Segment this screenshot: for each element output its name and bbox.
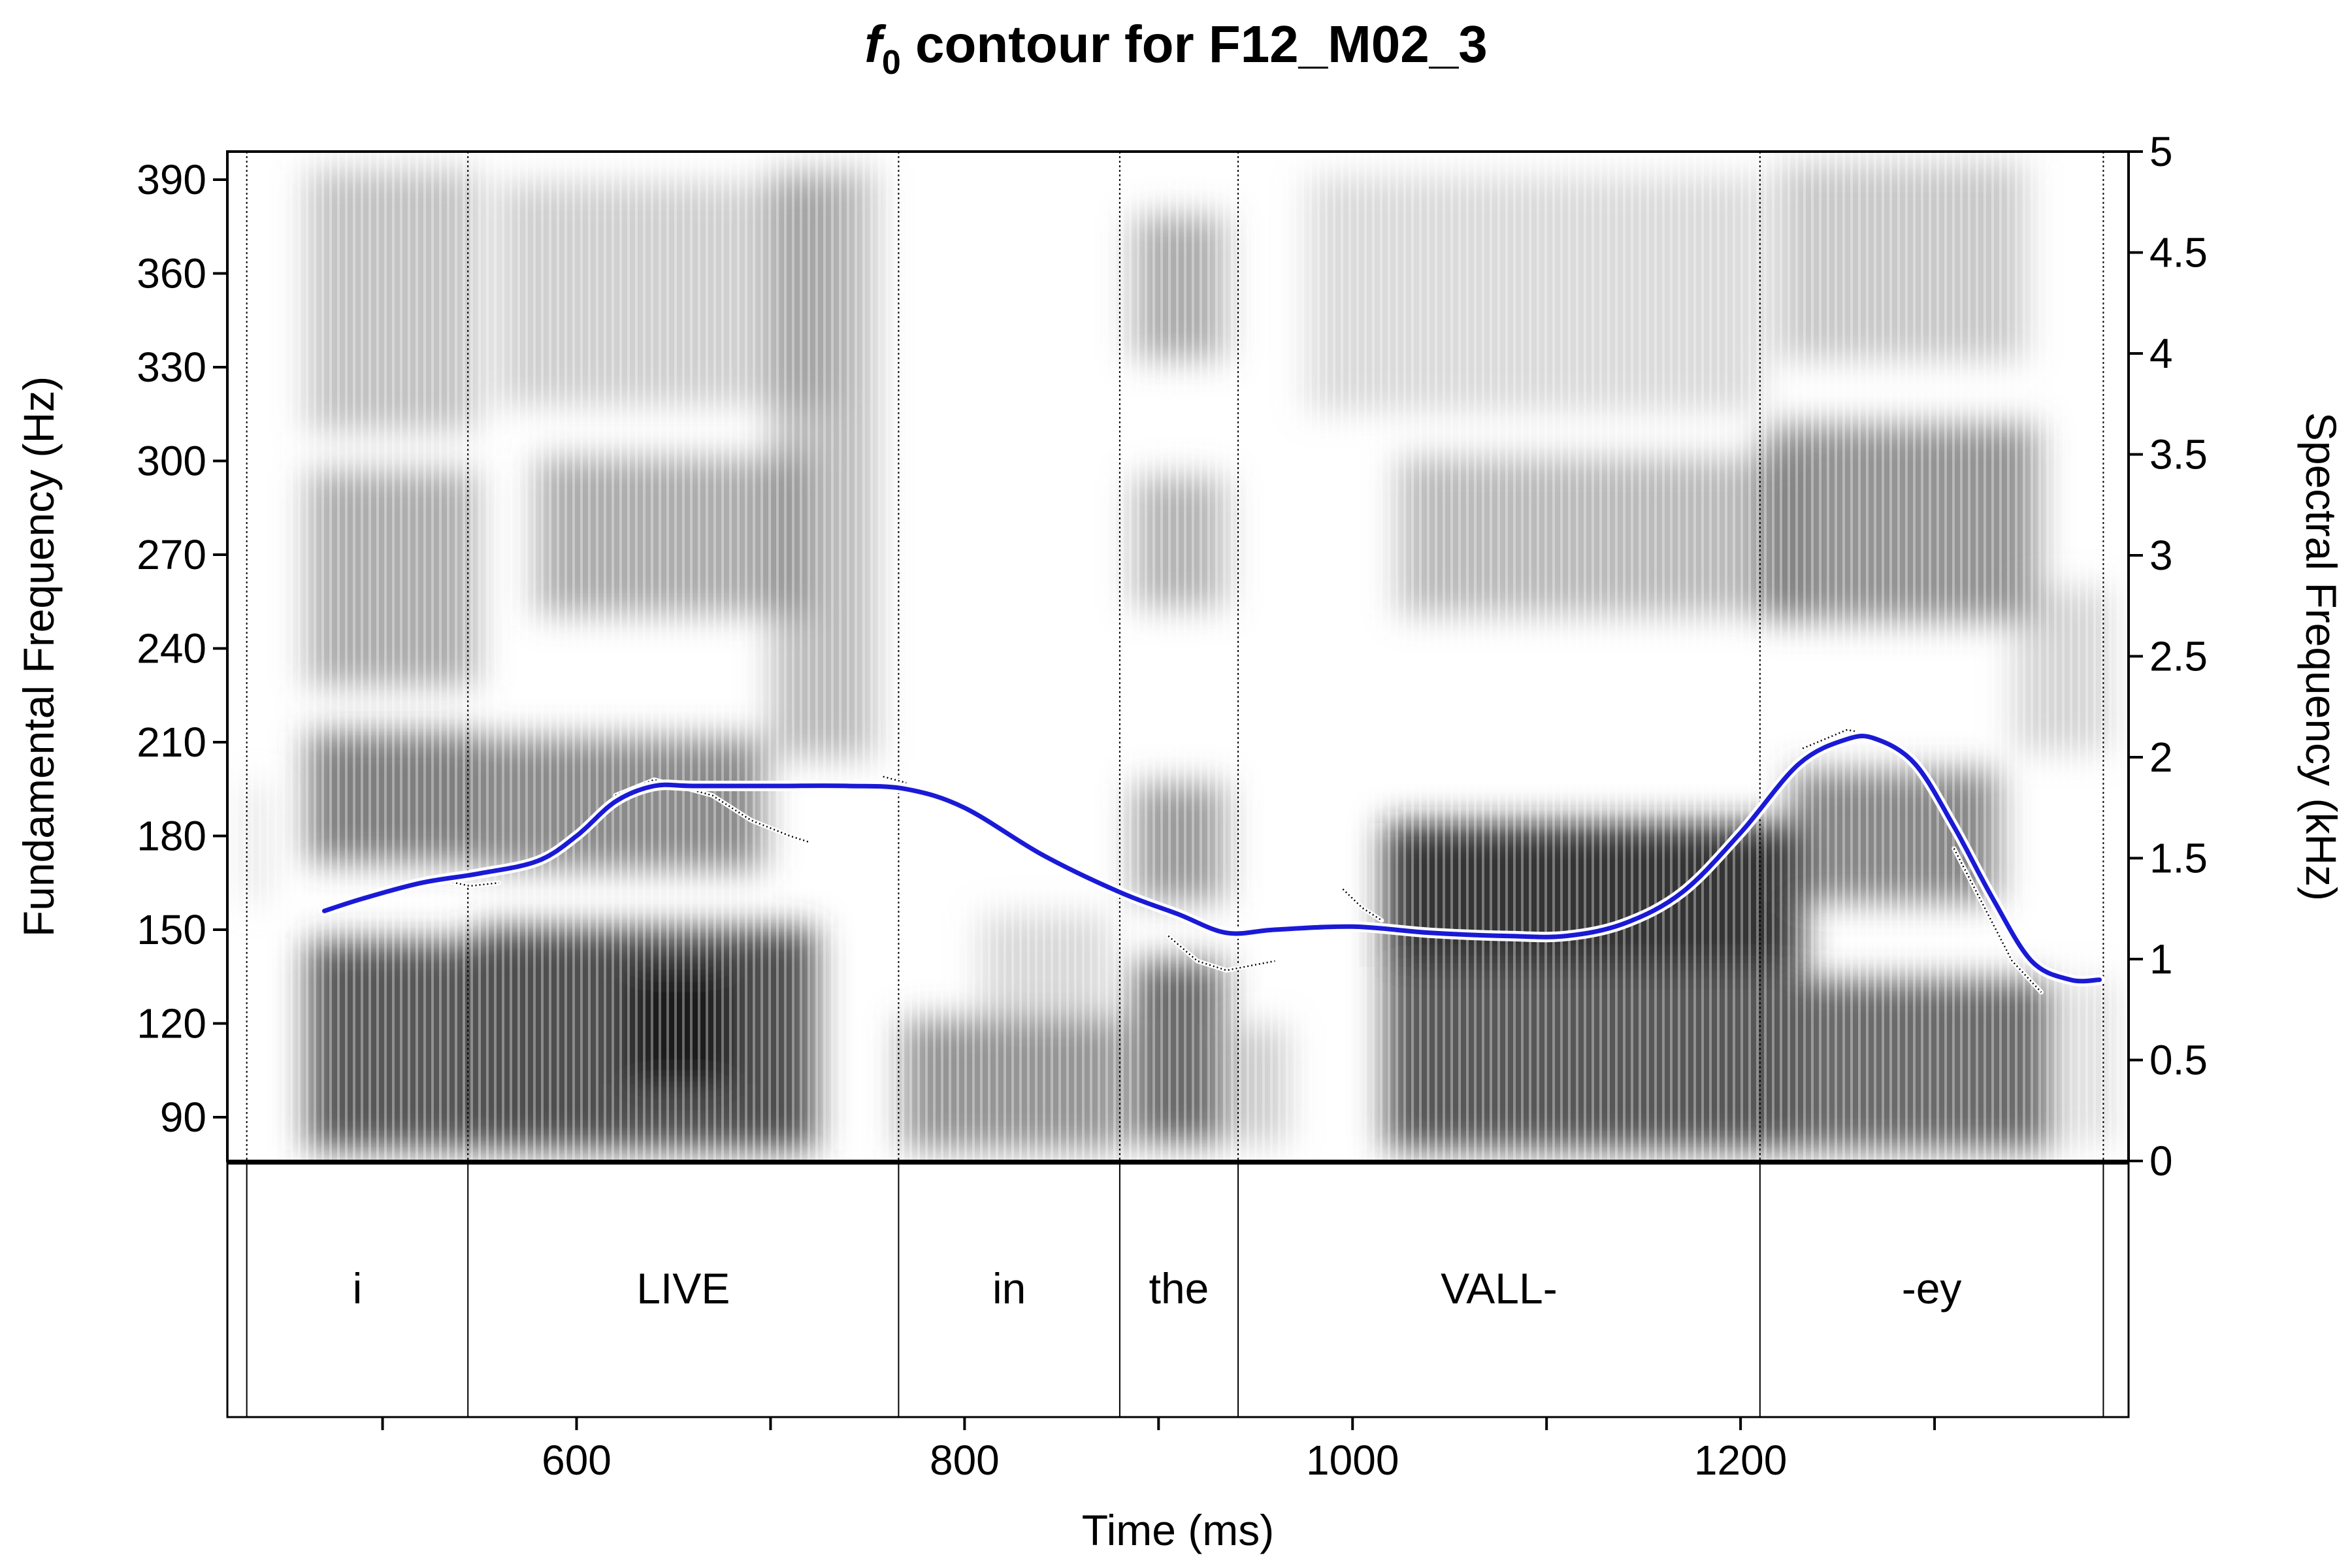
y-right-tick-label: 1 bbox=[2149, 936, 2173, 983]
y-right-tick-label: 0.5 bbox=[2149, 1037, 2208, 1084]
y-right-tick-label: 3.5 bbox=[2149, 431, 2208, 478]
y-left-tick-label: 240 bbox=[137, 625, 206, 672]
x-tick-label: 1000 bbox=[1306, 1437, 1399, 1484]
title-rest: contour for F12_M02_3 bbox=[901, 15, 1488, 73]
chart-title: f0 contour for F12_M02_3 bbox=[864, 15, 1488, 82]
y-left-tick-label: 270 bbox=[137, 531, 206, 578]
word-boundaries bbox=[246, 152, 2104, 1417]
f0-contour-line bbox=[322, 734, 2102, 984]
interval-label: VALL- bbox=[1441, 1264, 1558, 1313]
y-right-tick-label: 4 bbox=[2149, 330, 2173, 377]
y-right-tick-label: 2.5 bbox=[2149, 633, 2208, 680]
interval-label: the bbox=[1149, 1264, 1209, 1313]
spectrogram-image bbox=[227, 152, 2129, 1161]
y-right-tick-label: 3 bbox=[2149, 532, 2173, 579]
y-left-tick-label: 180 bbox=[137, 813, 206, 860]
y-left-tick-label: 390 bbox=[137, 156, 206, 203]
y-right-tick-label: 1.5 bbox=[2149, 835, 2208, 882]
y-right-tick-label: 2 bbox=[2149, 734, 2173, 781]
x-tick-label: 800 bbox=[930, 1437, 1000, 1484]
x-tick-label: 1200 bbox=[1694, 1437, 1787, 1484]
x-tick-label: 600 bbox=[542, 1437, 612, 1484]
y-left-tick-label: 360 bbox=[137, 250, 206, 297]
raw-f0-segment bbox=[1953, 848, 2042, 993]
raw-f0-segment bbox=[883, 776, 907, 784]
textgrid-frame bbox=[226, 1161, 2130, 1418]
y-left-tick-label: 150 bbox=[137, 906, 206, 953]
interval-label: in bbox=[992, 1264, 1026, 1313]
f0-contour bbox=[319, 730, 2105, 987]
interval-label: i bbox=[353, 1264, 363, 1313]
y-right-tick-label: 5 bbox=[2149, 128, 2173, 175]
interval-label: -ey bbox=[1902, 1264, 1962, 1313]
y-left-tick-label: 210 bbox=[137, 719, 206, 766]
y-right-tick-label: 4.5 bbox=[2149, 229, 2208, 276]
y-right-tick-label: 0 bbox=[2149, 1137, 2173, 1184]
y-left-tick-label: 90 bbox=[160, 1094, 206, 1141]
x-axis: 600 800 1000 1200 bbox=[381, 1417, 1936, 1484]
y-axis-left-title: Fundamental Frequency (Hz) bbox=[14, 376, 63, 937]
y-axis-left: 90 120 150 180 210 240 270 300 330 360 390 bbox=[137, 156, 227, 1141]
x-axis-title: Time (ms) bbox=[1082, 1506, 1275, 1554]
interval-label: LIVE bbox=[636, 1264, 730, 1313]
y-left-tick-label: 300 bbox=[137, 438, 206, 485]
y-axis-right: 0 0.5 1 1.5 2 2.5 3 3.5 4 4.5 5 bbox=[2129, 128, 2208, 1184]
y-axis-right-title: Spectral Frequency (kHz) bbox=[2297, 412, 2345, 901]
y-left-tick-label: 120 bbox=[137, 1000, 206, 1047]
y-left-tick-label: 330 bbox=[137, 344, 206, 391]
title-subscript: 0 bbox=[882, 44, 901, 82]
word-labels: i LIVE in the VALL- -ey bbox=[353, 1264, 1962, 1313]
raw-f0-segment bbox=[1342, 889, 1382, 921]
raw-f0-halo bbox=[1166, 934, 1277, 973]
